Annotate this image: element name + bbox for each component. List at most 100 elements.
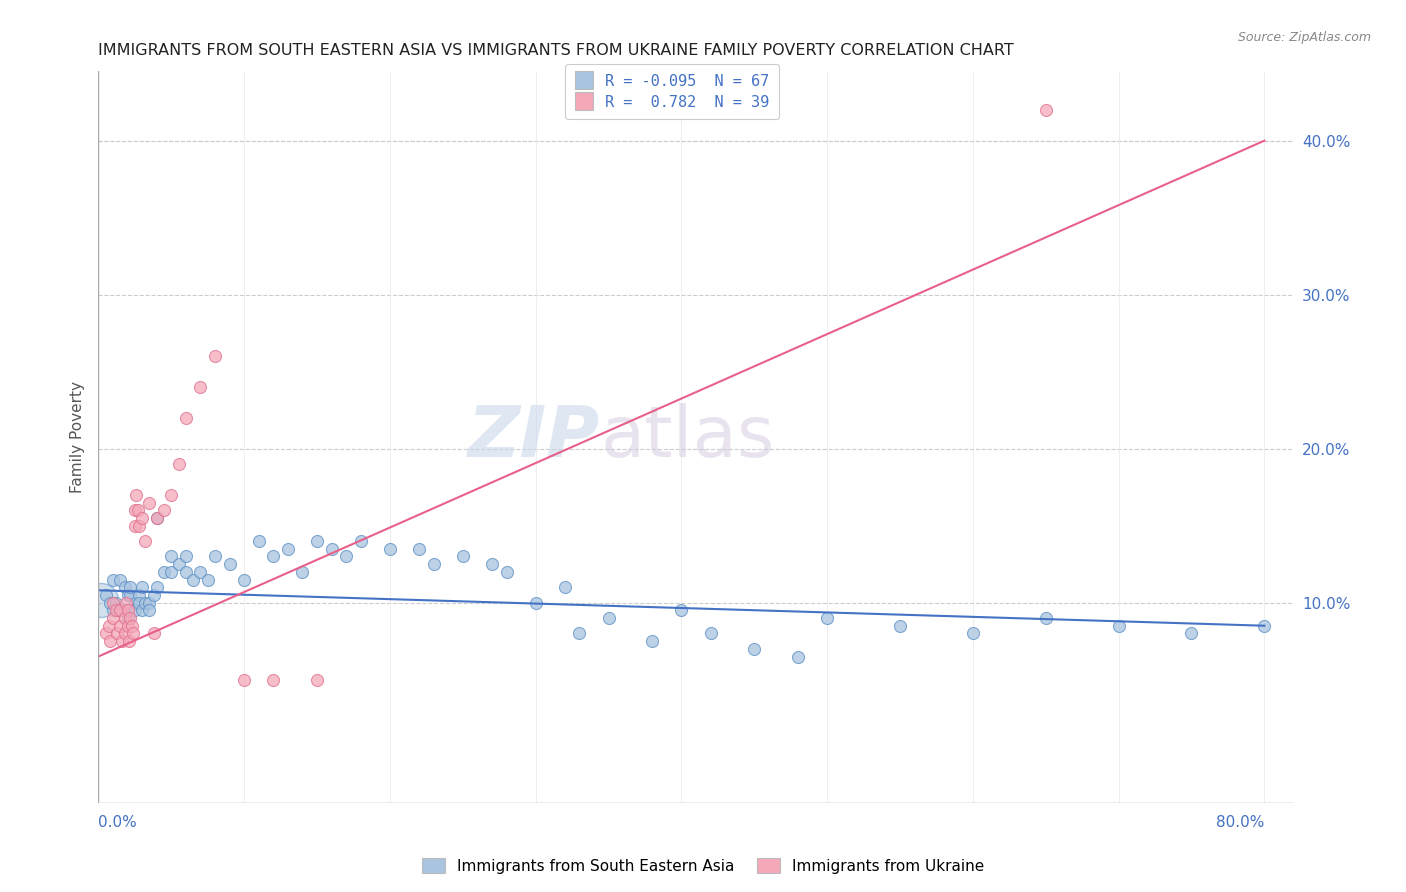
Text: IMMIGRANTS FROM SOUTH EASTERN ASIA VS IMMIGRANTS FROM UKRAINE FAMILY POVERTY COR: IMMIGRANTS FROM SOUTH EASTERN ASIA VS IM… — [98, 43, 1014, 58]
Point — [889, 618, 911, 632]
Point — [190, 565, 212, 579]
Point — [524, 596, 547, 610]
Point — [262, 549, 284, 564]
Point — [104, 596, 127, 610]
Point — [197, 573, 219, 587]
Point — [1253, 618, 1275, 632]
Point — [120, 588, 142, 602]
Point — [321, 541, 343, 556]
Point — [408, 541, 430, 556]
Point — [124, 518, 146, 533]
Point — [190, 380, 212, 394]
Point — [134, 596, 156, 610]
Text: Source: ZipAtlas.com: Source: ZipAtlas.com — [1237, 31, 1371, 45]
Point — [233, 573, 256, 587]
Point — [350, 534, 373, 549]
Point — [167, 457, 190, 471]
Point — [671, 603, 693, 617]
Point — [378, 541, 401, 556]
Point — [138, 495, 160, 509]
Point — [481, 557, 503, 571]
Point — [204, 549, 226, 564]
Point — [114, 626, 136, 640]
Point — [233, 673, 256, 687]
Point — [134, 534, 156, 549]
Point — [422, 557, 444, 571]
Point — [110, 603, 132, 617]
Point — [699, 626, 721, 640]
Point — [167, 557, 190, 571]
Text: atlas: atlas — [600, 402, 775, 472]
Point — [305, 534, 328, 549]
Point — [118, 634, 141, 648]
Point — [131, 511, 153, 525]
Point — [247, 534, 270, 549]
Point — [153, 503, 176, 517]
Point — [174, 549, 197, 564]
Point — [115, 596, 138, 610]
Point — [568, 626, 591, 640]
Point — [174, 410, 197, 425]
Point — [101, 603, 124, 617]
Point — [138, 603, 160, 617]
Point — [94, 626, 117, 640]
Point — [90, 592, 112, 607]
Point — [131, 603, 153, 617]
Point — [277, 541, 299, 556]
Point — [262, 673, 284, 687]
Point — [742, 641, 765, 656]
Point — [101, 611, 124, 625]
Point — [121, 618, 143, 632]
Point — [117, 618, 139, 632]
Point — [218, 557, 240, 571]
Point — [114, 580, 136, 594]
Point — [153, 565, 176, 579]
Legend: R = -0.095  N = 67, R =  0.782  N = 39: R = -0.095 N = 67, R = 0.782 N = 39 — [565, 64, 779, 119]
Text: 80.0%: 80.0% — [1216, 815, 1264, 830]
Point — [160, 565, 183, 579]
Point — [122, 626, 145, 640]
Point — [142, 626, 165, 640]
Point — [598, 611, 620, 625]
Point — [554, 580, 576, 594]
Point — [124, 603, 146, 617]
Point — [142, 588, 165, 602]
Text: ZIP: ZIP — [468, 402, 600, 472]
Point — [94, 588, 117, 602]
Point — [124, 503, 146, 517]
Point — [97, 618, 120, 632]
Point — [101, 596, 124, 610]
Point — [181, 573, 204, 587]
Point — [1035, 611, 1057, 625]
Point — [1035, 103, 1057, 117]
Point — [160, 549, 183, 564]
Point — [117, 603, 139, 617]
Point — [138, 596, 160, 610]
Point — [145, 511, 167, 525]
Point — [125, 488, 148, 502]
Point — [174, 565, 197, 579]
Point — [120, 611, 142, 625]
Point — [962, 626, 984, 640]
Legend: Immigrants from South Eastern Asia, Immigrants from Ukraine: Immigrants from South Eastern Asia, Immi… — [416, 852, 990, 880]
Point — [117, 611, 139, 625]
Point — [160, 488, 183, 502]
Point — [128, 588, 150, 602]
Y-axis label: Family Poverty: Family Poverty — [69, 381, 84, 493]
Point — [110, 603, 132, 617]
Point — [335, 549, 357, 564]
Point — [120, 580, 142, 594]
Point — [641, 634, 664, 648]
Point — [451, 549, 474, 564]
Point — [305, 673, 328, 687]
Point — [114, 611, 136, 625]
Point — [98, 596, 121, 610]
Point — [105, 626, 128, 640]
Point — [127, 503, 149, 517]
Point — [815, 611, 838, 625]
Point — [131, 580, 153, 594]
Point — [1180, 626, 1202, 640]
Point — [104, 603, 127, 617]
Point — [110, 618, 132, 632]
Point — [110, 573, 132, 587]
